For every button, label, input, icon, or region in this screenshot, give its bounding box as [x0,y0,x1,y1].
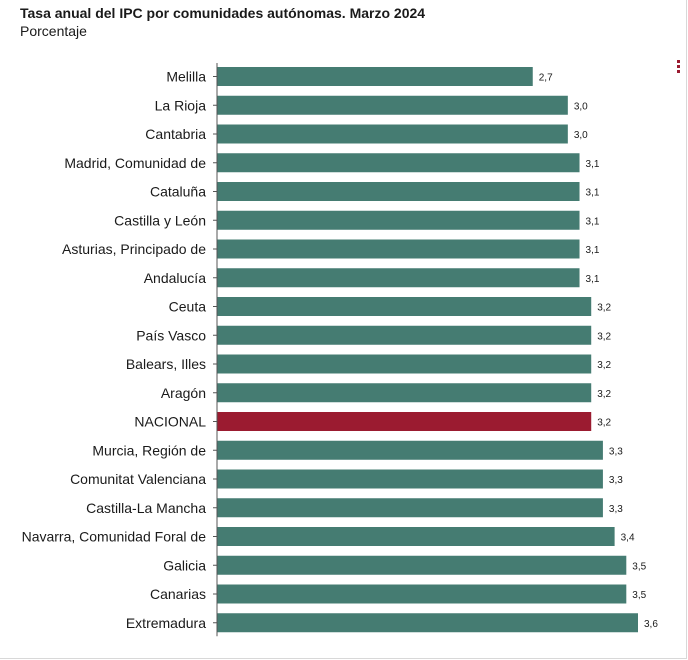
bar [217,210,580,230]
category-label: Melilla [166,69,206,85]
bar [217,297,592,316]
value-label: 3,1 [586,216,600,227]
bar [217,527,615,546]
bar [217,124,568,144]
category-label: Galicia [163,557,206,573]
category-label: Madrid, Comunidad de [64,155,206,171]
category-label: La Rioja [155,97,207,113]
chart-subtitle: Porcentaje [20,23,87,39]
value-label: 3,6 [644,619,658,630]
bar [217,498,603,518]
value-label: 2,7 [539,73,553,84]
bar [217,268,580,288]
value-label: 3,0 [574,101,588,112]
category-label: Navarra, Comunidad Foral de [22,529,207,545]
bar [217,95,568,115]
vertical-dots-menu-icon[interactable] [677,60,681,74]
category-label: Ceuta [169,299,207,315]
category-label: Castilla y León [114,212,206,228]
bar [217,67,533,86]
bar [217,239,580,259]
value-label: 3,1 [586,159,600,170]
value-label: 3,2 [597,418,611,429]
value-label: 3,1 [586,274,600,285]
bar [217,383,592,403]
category-label: Comunitat Valenciana [70,471,206,487]
value-label: 3,2 [597,331,611,342]
value-label: 3,3 [609,475,623,486]
bar [217,182,580,201]
bar [217,440,603,460]
value-label: 3,5 [632,561,646,572]
value-label: 3,1 [586,188,600,199]
value-label: 3,3 [609,504,623,515]
category-label: Castilla-La Mancha [86,500,206,516]
category-label: Andalucía [144,270,206,286]
bar [217,412,592,431]
category-label: Asturias, Principado de [62,241,206,257]
value-label: 3,5 [632,590,646,601]
value-label: 3,4 [621,533,635,544]
value-label: 3,0 [574,130,588,141]
category-label: NACIONAL [134,414,206,430]
bar [217,584,627,604]
category-label: Murcia, Región de [92,442,206,458]
bar [217,325,592,345]
bar [217,153,580,173]
chart-title: Tasa anual del IPC por comunidades autón… [20,5,426,21]
bar [217,469,603,489]
category-label: Canarias [150,586,206,602]
bar [217,555,627,575]
category-label: Cantabria [145,126,206,142]
category-label: Extremadura [126,615,206,631]
value-label: 3,2 [597,360,611,371]
value-label: 3,1 [586,245,600,256]
bar [217,354,592,374]
value-label: 3,3 [609,446,623,457]
category-label: Cataluña [150,184,206,200]
bar [217,613,638,633]
value-label: 3,2 [597,389,611,400]
category-label: Aragón [161,385,206,401]
category-label: Balears, Illes [126,356,206,372]
category-label: País Vasco [136,327,206,343]
value-label: 3,2 [597,303,611,314]
